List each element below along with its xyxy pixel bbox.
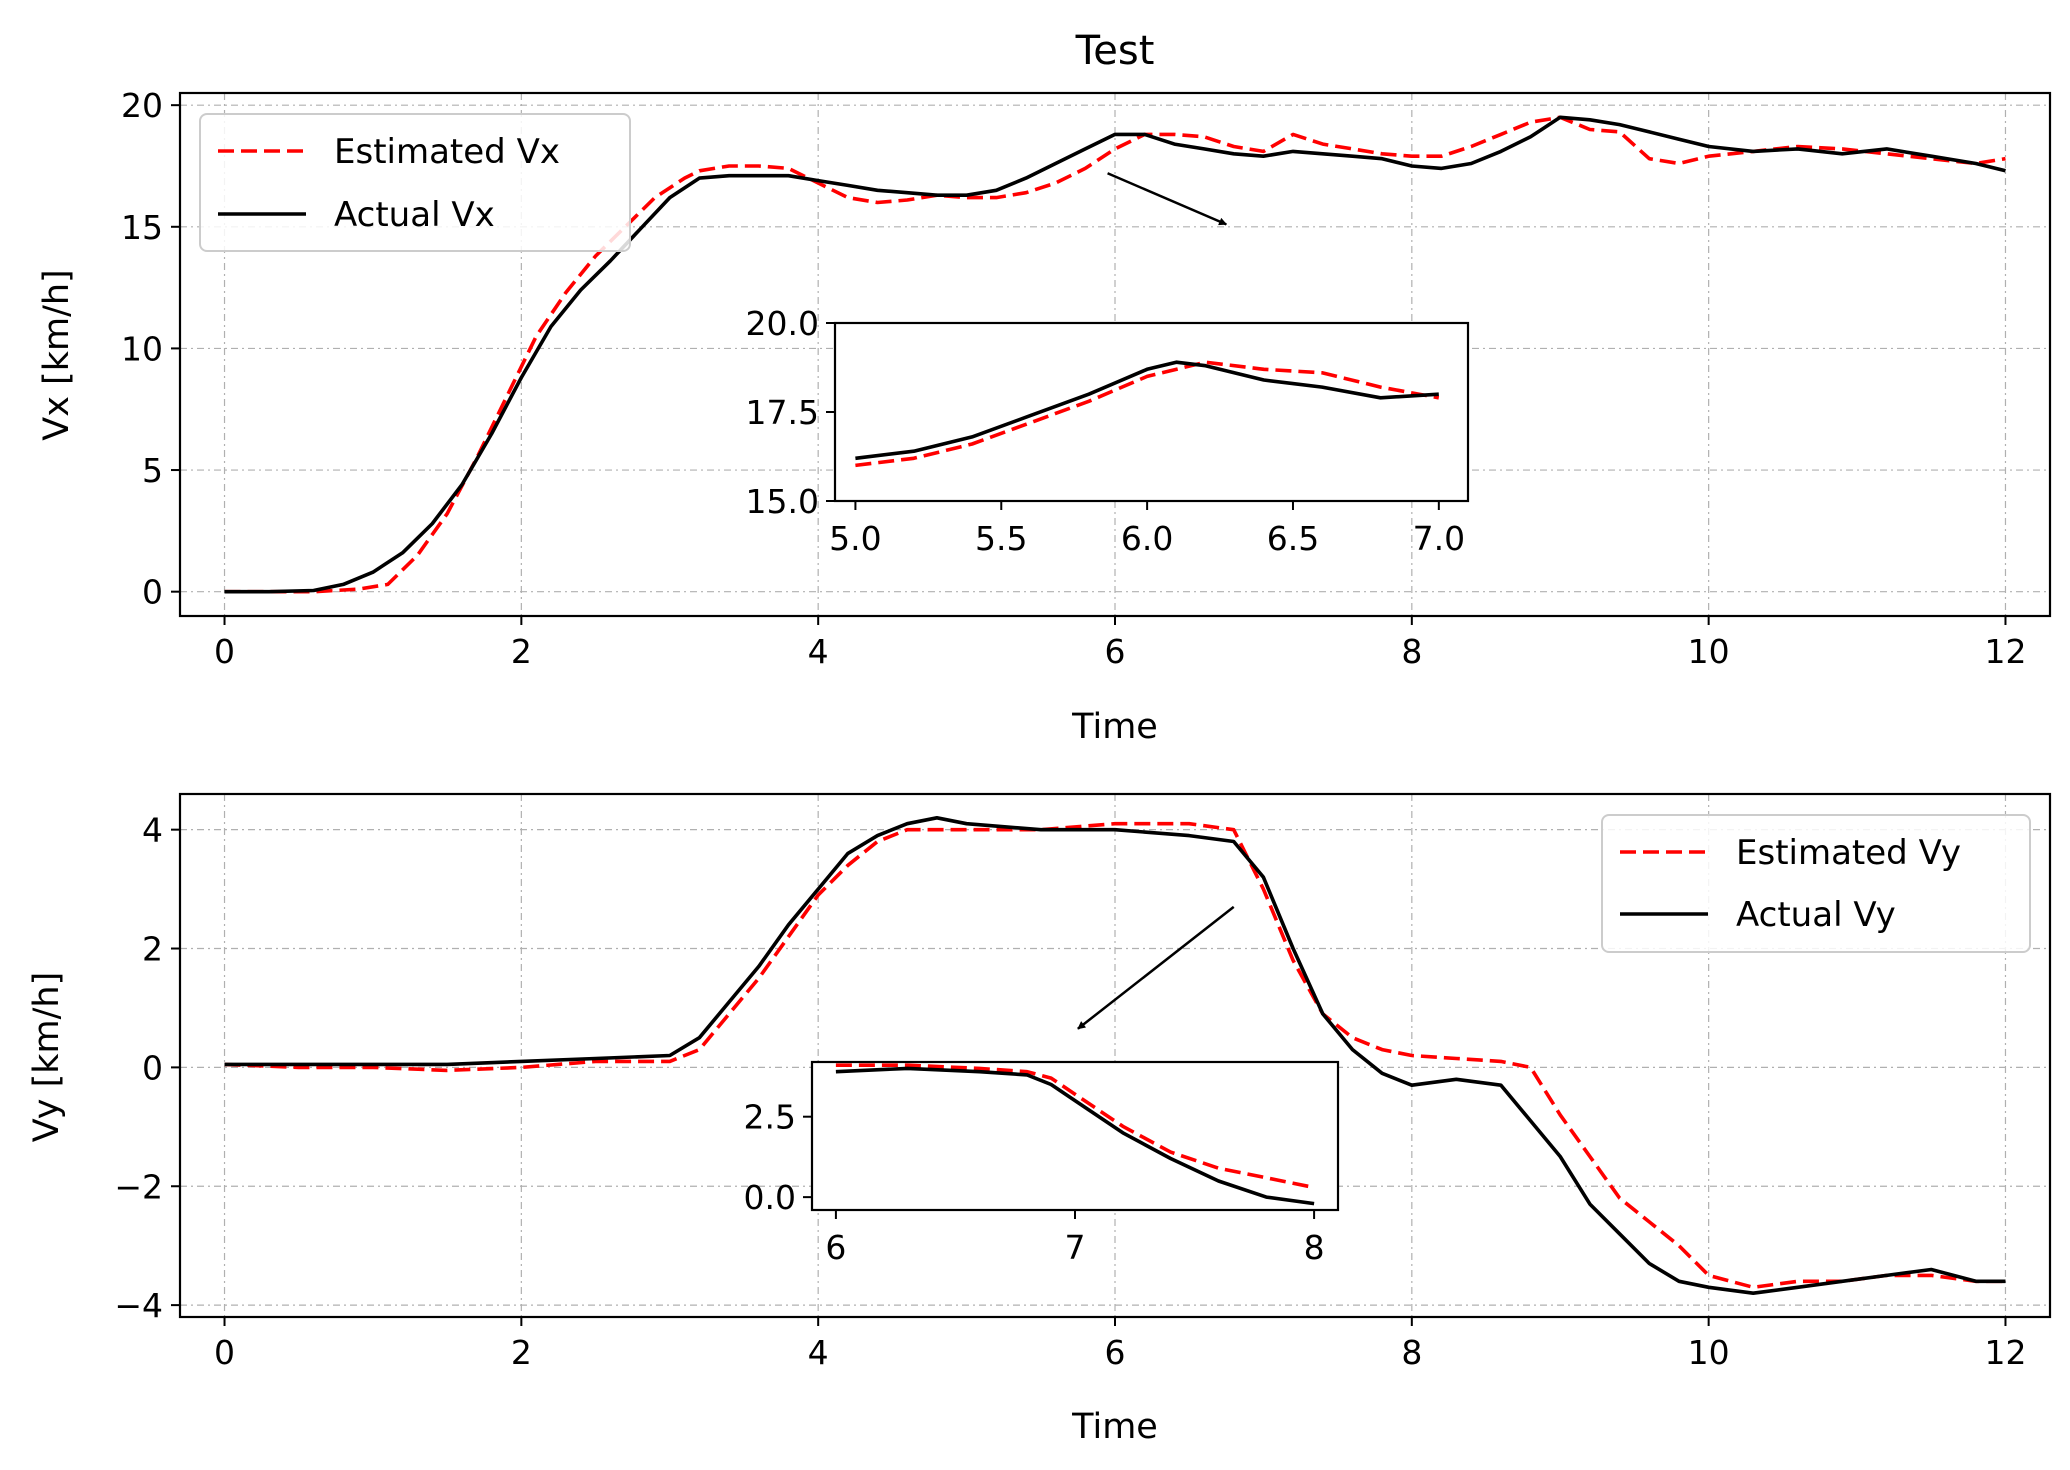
vx-subplot: Test 0 2 4 6 8 10 12 0 5 10 15 20 Time Vx [km/h] 5.… [37,28,2052,747]
vx-inset-ytick-label: 20.0 [746,304,819,343]
chart-title: Test [1075,28,1155,74]
vx-ytick-label: 10 [121,329,163,368]
vy-legend-box [1601,814,2031,953]
vx-ytick-label: 15 [121,208,163,247]
vy-xtick-label: 4 [808,1333,829,1372]
vy-xtick-label: 12 [1984,1333,2026,1372]
vx-axis-ticks: 0 2 4 6 8 10 12 0 5 10 15 20 [121,86,2026,671]
vy-legend-actual-label: Actual Vy [1736,895,1896,935]
vx-inset-series-lines [855,360,1440,468]
vy-inset-series-actual [835,1066,1315,1206]
vx-xtick-label: 2 [511,632,532,671]
vx-xtick-label: 12 [1984,632,2026,671]
vx-legend-actual-label: Actual Vx [334,195,495,235]
vy-inset-series-estimated [835,1063,1315,1190]
vy-inset-background [812,1062,1338,1210]
vy-inset-ytick-label: 2.5 [744,1098,796,1137]
vx-inset-xtick-label: 5.0 [829,519,881,558]
vx-inset-xtick-label: 6.0 [1121,519,1173,558]
vx-series-actual [224,115,2006,594]
vy-inset-ticks: 6 7 8 0.0 2.5 [744,1098,1325,1267]
vy-ytick-label: 0 [142,1048,163,1087]
vx-inset-xtick-label: 5.5 [975,519,1027,558]
vy-ytick-label: 2 [142,930,163,969]
vx-xtick-label: 0 [214,632,235,671]
vx-legend-estimated-label: Estimated Vx [334,132,560,172]
vy-legend: Estimated Vy Actual Vy [1601,814,2031,953]
vy-series-estimated [224,821,2006,1290]
vy-inset-series-lines [835,1063,1315,1206]
vy-inset-xtick-label: 6 [825,1228,846,1267]
vy-ytick-label: −2 [114,1167,163,1206]
vx-ytick-label: 5 [142,451,163,490]
vy-legend-estimated-label: Estimated Vy [1736,833,1961,873]
vx-arrow-line [1107,172,1228,226]
vy-inset-ytick-label: 0.0 [744,1178,796,1217]
vx-inset-ytick-label: 15.0 [746,482,819,521]
vx-inset-ticks: 5.0 5.5 6.0 6.5 7.0 15.0 17.5 20.0 [746,304,1466,558]
vx-series-lines [224,115,2006,594]
vx-inset-series-actual [855,360,1439,461]
vy-inset-xtick-label: 7 [1065,1228,1086,1267]
vy-xtick-label: 10 [1688,1333,1730,1372]
vx-xtick-label: 10 [1688,632,1730,671]
vy-xtick-label: 6 [1105,1333,1126,1372]
vx-inset-series-estimated [855,360,1440,468]
vx-series-estimated [224,115,2006,594]
vy-xtick-label: 8 [1401,1333,1422,1372]
vx-inset-ytick-label: 17.5 [746,393,819,432]
vx-legend-box [199,113,631,252]
vy-series-lines [224,815,2006,1295]
vy-ytick-label: 4 [142,811,163,850]
vy-inset-xtick-label: 8 [1304,1228,1325,1267]
vy-arrow-line [1077,905,1235,1030]
vx-zoom-arrow [1107,172,1228,226]
vy-ytick-label: −4 [114,1286,163,1325]
vy-subplot: 0 2 4 6 8 10 12 −4 −2 0 2 4 Time Vy [km/h] 6 7 8 0.0 2.… [27,792,2052,1447]
vx-xtick-label: 8 [1401,632,1422,671]
vx-inset-xtick-label: 7.0 [1413,519,1465,558]
vx-inset: 5.0 5.5 6.0 6.5 7.0 15.0 17.5 20.0 [746,304,1470,558]
vx-inset-background [835,323,1468,501]
vy-axis-ticks: 0 2 4 6 8 10 12 −4 −2 0 2 4 [114,811,2026,1372]
vx-ytick-label: 0 [142,573,163,612]
vx-xtick-label: 4 [808,632,829,671]
vy-inset: 6 7 8 0.0 2.5 [744,1060,1340,1267]
vx-ylabel: Vx [km/h] [37,269,77,440]
vx-legend: Estimated Vx Actual Vx [199,113,631,252]
vy-xtick-label: 0 [214,1333,235,1372]
vy-series-actual [224,815,2006,1295]
vx-ytick-label: 20 [121,86,163,125]
vy-xlabel: Time [1071,1407,1158,1447]
vx-xtick-label: 6 [1105,632,1126,671]
vx-inset-xtick-label: 6.5 [1267,519,1319,558]
vx-xlabel: Time [1071,707,1158,747]
vy-xtick-label: 2 [511,1333,532,1372]
vy-zoom-arrow [1077,905,1235,1030]
vy-ylabel: Vy [km/h] [27,972,67,1143]
